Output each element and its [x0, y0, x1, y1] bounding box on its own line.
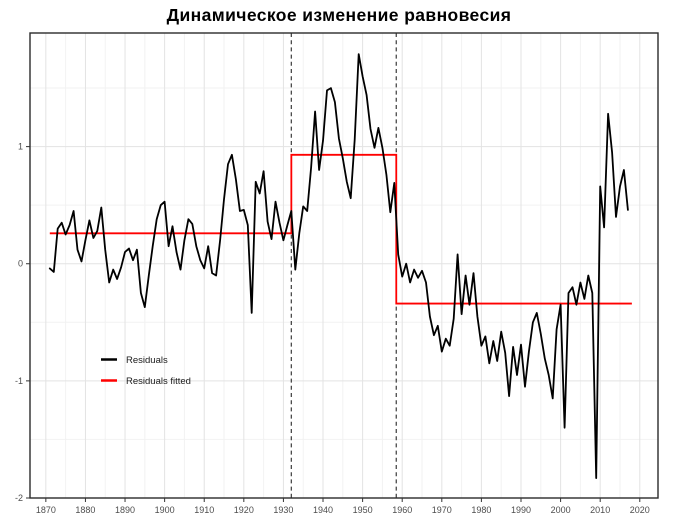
y-axis-tick-label: -2	[15, 493, 23, 503]
plot-area: 1870 1880 1890 1900 1910 1920 1930 1940 1950 1960…	[15, 32, 659, 515]
x-axis-tick-label: 1940	[313, 505, 333, 515]
x-axis-tick-label: 1950	[353, 505, 373, 515]
x-axis-tick-label: 1990	[511, 505, 531, 515]
plot-panel	[30, 33, 658, 498]
x-axis-tick-label: 1930	[273, 505, 293, 515]
x-axis-tick-label: 1970	[432, 505, 452, 515]
x-axis-tick-label: 2020	[630, 505, 650, 515]
y-axis-tick-label: 0	[18, 259, 23, 269]
panel-border	[29, 32, 659, 499]
x-axis-tick-label: 1920	[234, 505, 254, 515]
x-axis-tick-label: 1880	[75, 505, 95, 515]
x-axis-tick-label: 1900	[155, 505, 175, 515]
x-axis-tick-label: 1870	[36, 505, 56, 515]
x-axis-tick-label: 1980	[471, 505, 491, 515]
x-axis-tick-label: 1960	[392, 505, 412, 515]
y-axis-tick-label: -1	[15, 376, 23, 386]
x-axis-tick-label: 2010	[590, 505, 610, 515]
chart-title: Динамическое изменение равновесия	[167, 5, 512, 25]
x-axis-tick-label: 1890	[115, 505, 135, 515]
x-axis-tick-label: 2000	[551, 505, 571, 515]
residuals-fitted-line	[49, 153, 632, 305]
legend-label-0: Residuals	[126, 355, 168, 366]
y-axis-tick-label: 1	[18, 142, 23, 152]
x-axis-tick-label: 1910	[194, 505, 214, 515]
legend-label-1: Residuals fitted	[126, 376, 191, 387]
residuals-line	[48, 53, 629, 480]
